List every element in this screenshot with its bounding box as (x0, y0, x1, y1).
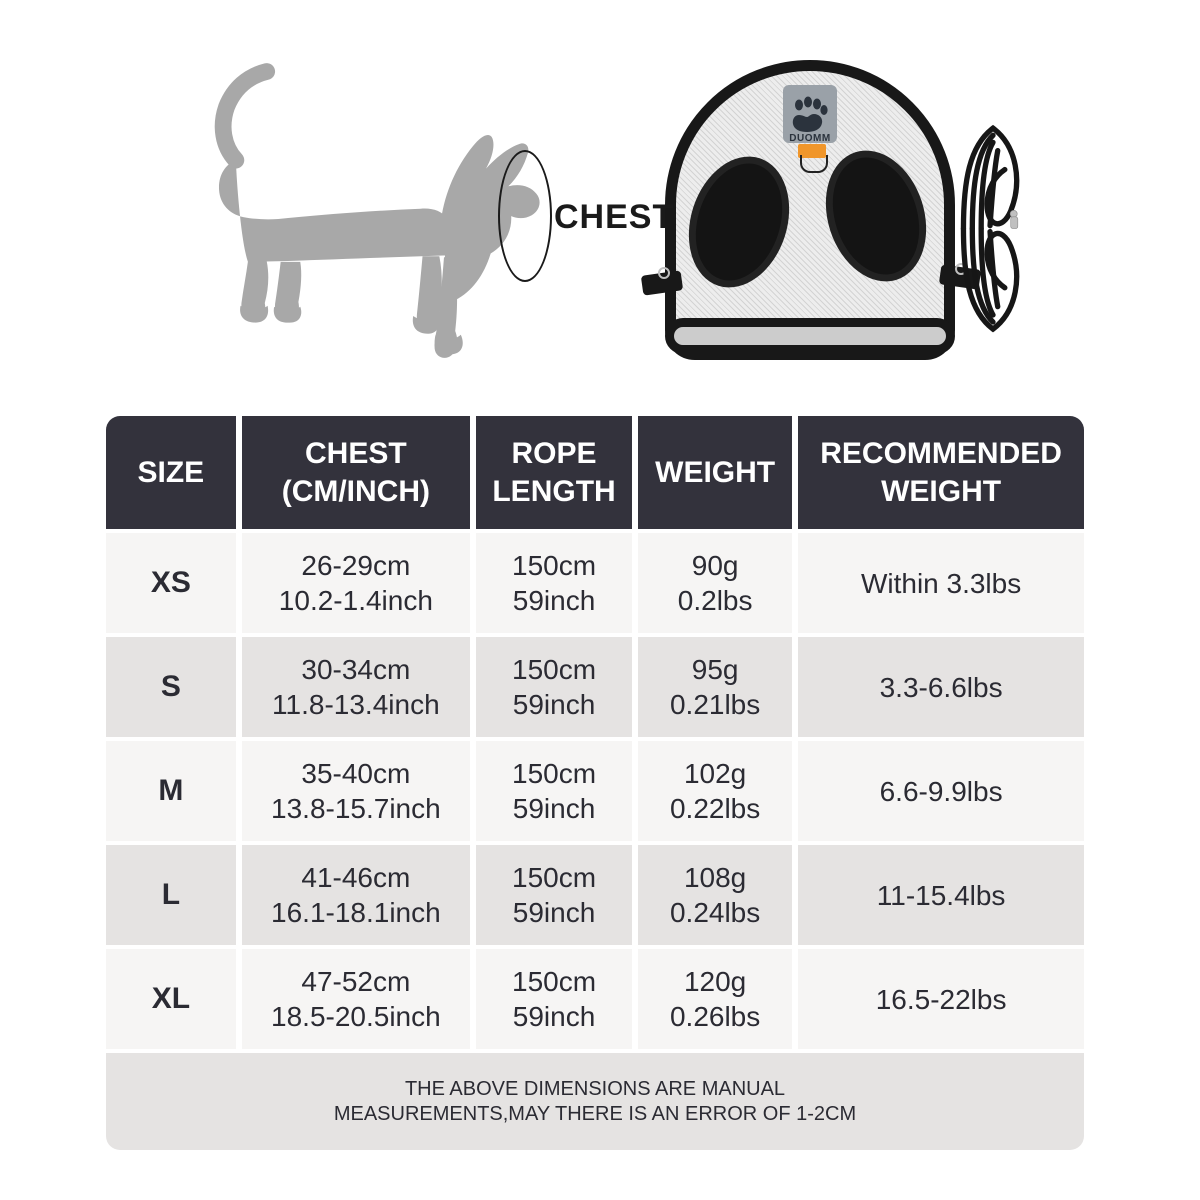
svg-text:DUOMM: DUOMM (789, 133, 830, 143)
